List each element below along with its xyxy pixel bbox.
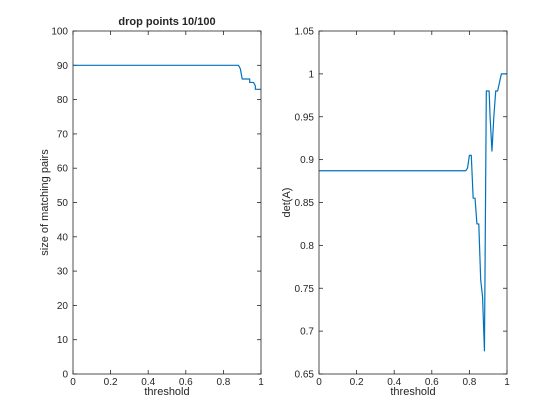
series-line: [319, 73, 507, 352]
y-tick-label: 40: [57, 232, 69, 243]
y-tick-label: 0.85: [295, 198, 315, 209]
right-chart-ticks: 0 0.2 0.4 0.6 0.8 1 0.65 0.7 0.75 0.8 0.85 0.9 0.95 1…: [295, 27, 511, 389]
left-chart-marks: [73, 64, 261, 90]
y-tick-label: 0.75: [295, 284, 315, 295]
y-tick-label: 1: [308, 69, 314, 80]
left-y-axis-label: size of matching pairs: [39, 149, 51, 256]
x-tick-label: 1: [504, 377, 510, 388]
x-tick-label: 0.2: [350, 377, 364, 388]
x-tick-label: 0.4: [141, 377, 155, 388]
right-x-axis-label: threshold: [390, 386, 435, 398]
y-tick-label: 0: [62, 370, 68, 381]
right-axes-frame: [318, 30, 508, 375]
y-tick-label: 80: [57, 95, 69, 106]
y-tick-label: 0.7: [300, 327, 314, 338]
left-chart-panel: drop points 10/100 threshold size of mat…: [39, 16, 264, 398]
x-tick-label: 0.4: [387, 377, 401, 388]
y-tick-label: 0.8: [300, 241, 314, 252]
series-line: [73, 64, 261, 90]
y-tick-label: 100: [51, 27, 68, 38]
y-tick-label: 30: [57, 267, 69, 278]
y-tick-label: 10: [57, 335, 69, 346]
right-y-axis-label: det(A): [281, 188, 293, 218]
left-axes-frame: [72, 30, 262, 375]
x-tick-label: 0.6: [179, 377, 193, 388]
y-tick-label: 50: [57, 198, 69, 209]
right-chart-panel: threshold det(A) 0 0.2 0.4 0.6 0.8 1 0.65 0.7 0.…: [281, 27, 510, 399]
left-x-axis-label: threshold: [144, 386, 189, 398]
x-tick-label: 1: [258, 377, 264, 388]
x-tick-label: 0: [316, 377, 322, 388]
x-tick-label: 0.6: [425, 377, 439, 388]
y-tick-label: 70: [57, 129, 69, 140]
x-tick-label: 0.8: [216, 377, 230, 388]
y-tick-label: 60: [57, 164, 69, 175]
x-tick-label: 0: [70, 377, 76, 388]
right-chart-marks: [319, 73, 507, 352]
y-tick-label: 0.65: [295, 370, 315, 381]
y-tick-label: 0.9: [300, 155, 314, 166]
x-tick-label: 0.2: [104, 377, 118, 388]
x-tick-label: 0.8: [462, 377, 476, 388]
y-tick-label: 20: [57, 301, 69, 312]
y-tick-label: 1.05: [295, 27, 315, 38]
left-chart-title: drop points 10/100: [118, 16, 215, 28]
y-tick-label: 90: [57, 61, 69, 72]
y-tick-label: 0.95: [295, 112, 315, 123]
